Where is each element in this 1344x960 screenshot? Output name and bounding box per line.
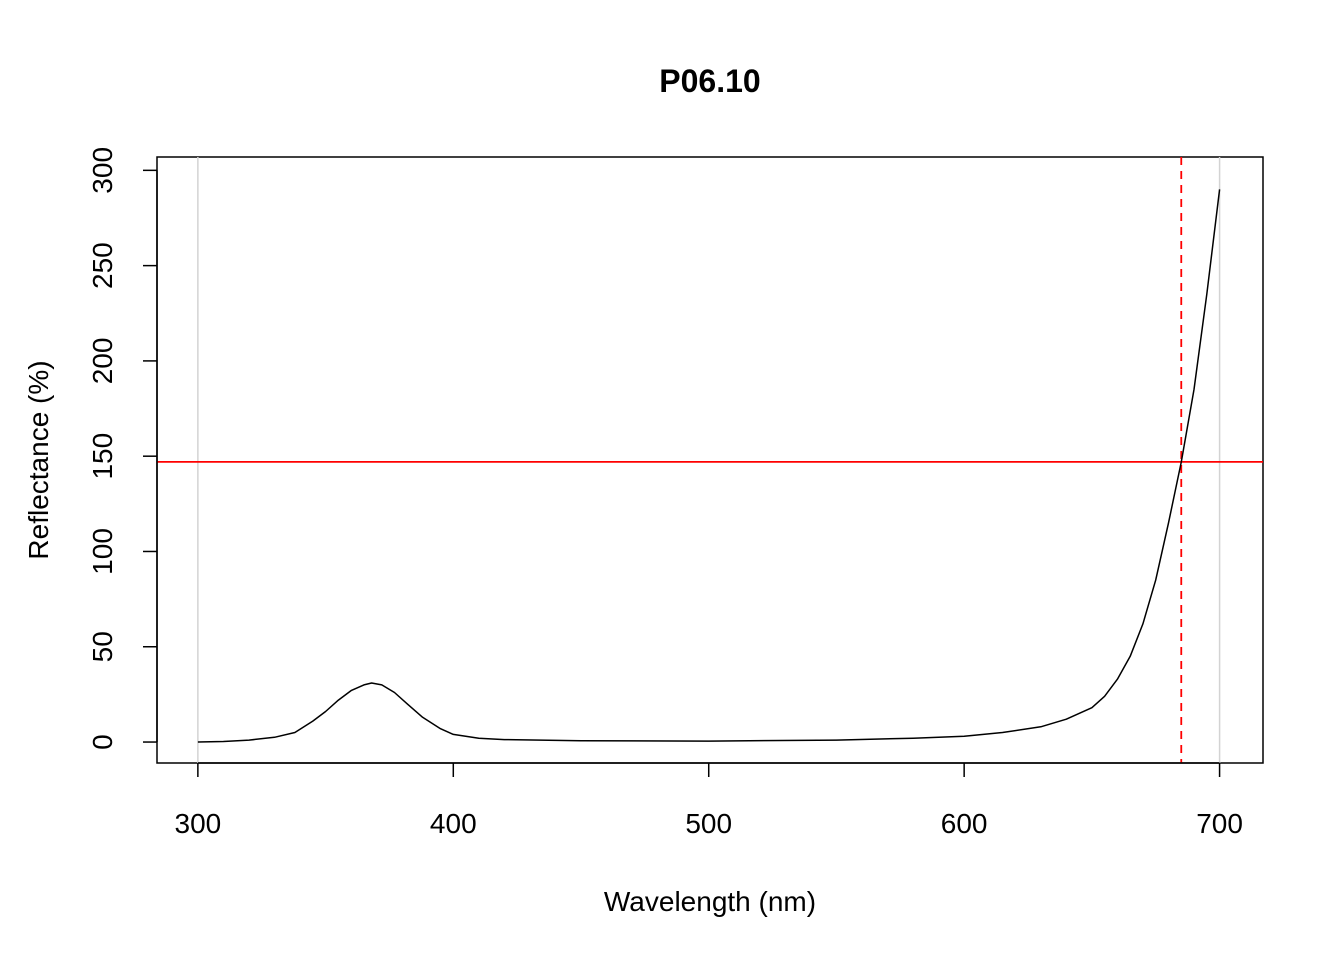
series-line-0: [197, 189, 1221, 743]
x-tick-label-700: 700: [1196, 808, 1243, 839]
x-tick-label-600: 600: [941, 808, 988, 839]
x-tick-label-500: 500: [685, 808, 732, 839]
y-tick-label-100: 100: [87, 528, 118, 575]
y-tick-label-300: 300: [87, 147, 118, 194]
x-axis-label: Wavelength (nm): [604, 886, 816, 917]
y-tick-label-250: 250: [87, 242, 118, 289]
x-tick-label-300: 300: [175, 808, 222, 839]
plot-frame: [156, 156, 1264, 764]
x-tick-label-400: 400: [430, 808, 477, 839]
chart-title: P06.10: [659, 63, 760, 99]
y-axis-label: Reflectance (%): [23, 360, 54, 559]
y-tick-label-200: 200: [87, 338, 118, 385]
y-tick-label-0: 0: [87, 734, 118, 750]
y-tick-label-150: 150: [87, 433, 118, 480]
y-tick-label-50: 50: [87, 631, 118, 662]
